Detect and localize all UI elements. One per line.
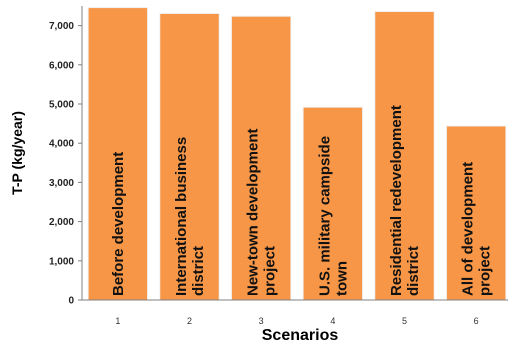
- x-axis-ticks: 1 2 3 4 5 6: [115, 316, 478, 326]
- bar-label-line: Residential redevelopment: [388, 105, 405, 296]
- y-tick-label: 0: [68, 296, 74, 307]
- y-tick-label: 1,000: [49, 256, 74, 267]
- bar-label-line: Before development: [110, 152, 127, 296]
- bar-label: Residential redevelopment district: [388, 105, 422, 296]
- x-tick-label: 3: [259, 316, 264, 326]
- y-tick-label: 2,000: [49, 217, 74, 228]
- bar-label: International business district: [173, 137, 207, 296]
- x-tick-label: 5: [402, 316, 407, 326]
- bar-label-line: U.S. military campside: [316, 136, 333, 296]
- y-axis-ticks: 0 1,000 2,000 3,000 4,000 5,000 6,000 7,000: [49, 21, 82, 307]
- bar-label-line: district: [190, 246, 207, 296]
- x-tick-label: 2: [187, 316, 192, 326]
- bar-label-line: district: [405, 246, 422, 296]
- y-tick-label: 7,000: [49, 21, 74, 32]
- bar: [87, 7, 149, 301]
- bars: [87, 7, 507, 301]
- y-tick-label: 4,000: [49, 139, 74, 150]
- x-tick-label: 6: [474, 316, 479, 326]
- bar: [159, 12, 220, 301]
- bar-label-line: project: [262, 246, 279, 296]
- bar-label: New-town development project: [245, 128, 279, 296]
- bar: [445, 125, 507, 301]
- bar-label: Before development: [110, 152, 127, 296]
- x-tick-label: 1: [115, 316, 120, 326]
- x-axis-label: Scenarios: [262, 327, 339, 344]
- bar-label-line: project: [477, 246, 494, 296]
- bar-label: U.S. military campside town: [316, 136, 350, 296]
- bar: [302, 106, 364, 301]
- y-tick-label: 6,000: [49, 60, 74, 71]
- y-tick-label: 5,000: [49, 100, 74, 111]
- bar: [374, 10, 435, 301]
- bar-label-line: New-town development: [245, 128, 262, 296]
- y-tick-label: 3,000: [49, 178, 74, 189]
- bar: [230, 15, 292, 301]
- bar-label-line: town: [333, 261, 350, 296]
- bar-label: All of development project: [460, 162, 494, 296]
- bar-label-line: International business: [173, 137, 190, 296]
- y-axis-label: T-P (kg/year): [9, 111, 25, 195]
- bar-label-line: All of development: [460, 162, 477, 296]
- x-tick-label: 4: [330, 316, 335, 326]
- bar-labels: Before development International business…: [110, 105, 494, 296]
